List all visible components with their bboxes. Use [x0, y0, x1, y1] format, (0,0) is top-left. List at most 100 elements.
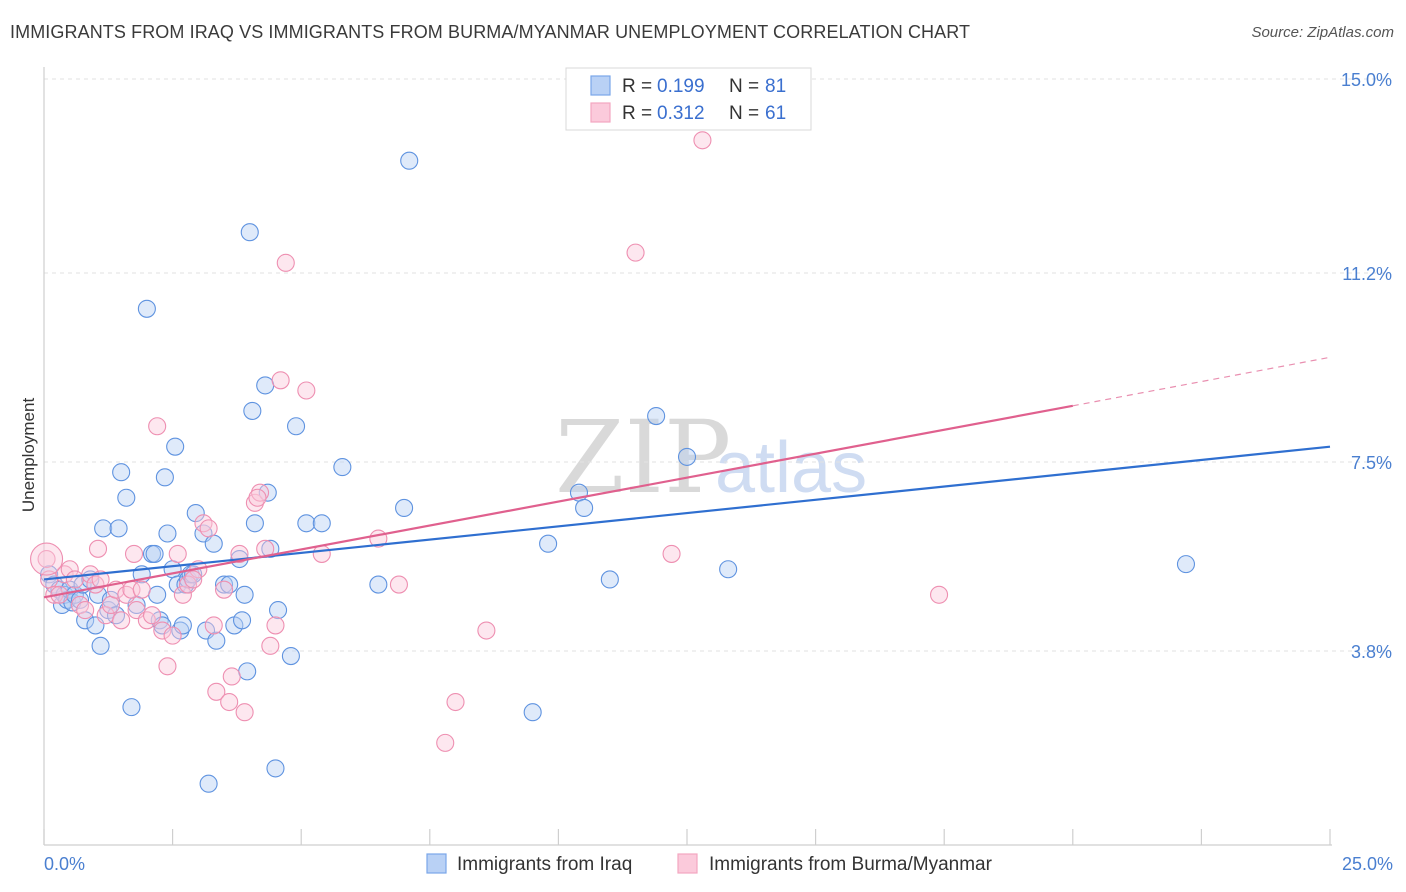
burma-point [76, 601, 95, 620]
legend-r-value-iraq: 0.199 [657, 76, 705, 97]
burma-point [446, 692, 465, 712]
burma-point [626, 243, 645, 262]
burma-point [142, 606, 162, 625]
y-tick-label: 15.0% [1341, 70, 1392, 90]
iraq-point [369, 575, 388, 594]
iraq-point [523, 703, 542, 722]
trend-line-burma-extension [1072, 356, 1331, 407]
burma-point [163, 626, 182, 645]
iraq-point [106, 606, 126, 625]
burma-point [178, 575, 198, 594]
burma-point [148, 417, 167, 436]
burma-point [124, 544, 144, 563]
iraq-point [400, 151, 419, 170]
legend-n-label-burma: N = [729, 103, 759, 124]
legend-n-value-burma: 61 [765, 103, 786, 124]
iraq-point [1176, 555, 1196, 574]
y-tick-label: 3.8% [1351, 642, 1392, 662]
bottom-legend-swatch-burma [677, 853, 698, 874]
iraq-point [575, 498, 594, 518]
burma-point [436, 733, 455, 752]
iraq-point [220, 575, 239, 594]
source-credit: Source: ZipAtlas.com [1251, 24, 1394, 41]
legend-n-label-iraq: N = [729, 76, 759, 97]
y-axis-label: Unemployment [19, 398, 38, 513]
burma-point [168, 544, 187, 563]
iraq-point [232, 611, 252, 630]
iraq-point [214, 575, 234, 594]
burma-point [158, 657, 177, 676]
legend-r-label-iraq: R = [622, 76, 652, 97]
iraq-point [158, 524, 177, 543]
burma-point [88, 539, 108, 558]
y-tick-label: 7.5% [1351, 453, 1392, 473]
burma-point [220, 692, 239, 712]
trend-line-burma [43, 404, 1074, 599]
burma-point [37, 549, 56, 569]
burma-point [194, 514, 213, 533]
burma-point [112, 611, 131, 630]
bottom-legend: Immigrants from Iraq Immigrants from Bur… [426, 853, 993, 875]
iraq-point [333, 458, 352, 477]
iraq-point [600, 570, 619, 589]
y-tick-labels: 3.8% 7.5% 11.2% 15.0% [1341, 70, 1392, 662]
iraq-point [166, 437, 185, 456]
burma-point [477, 621, 496, 640]
iraq-point [287, 417, 306, 436]
iraq-point [312, 514, 331, 533]
iraq-point [647, 406, 666, 426]
burma-point [65, 570, 84, 589]
iraq-point [281, 647, 300, 666]
burma-point [276, 253, 295, 272]
axes [43, 67, 1332, 846]
series-burma-points [30, 131, 949, 752]
burma-point [248, 488, 267, 507]
legend-swatch-burma [590, 102, 611, 123]
burma-point-large [30, 542, 64, 576]
iraq-point [238, 662, 257, 681]
burma-point [214, 580, 234, 599]
chart-title: IMMIGRANTS FROM IRAQ VS IMMIGRANTS FROM … [10, 22, 971, 42]
burma-point [389, 575, 408, 594]
burma-point [222, 667, 241, 686]
burma-point [173, 585, 192, 604]
burma-point [91, 570, 110, 589]
y-tick-label: 11.2% [1342, 264, 1392, 284]
iraq-point [145, 544, 164, 563]
burma-point [184, 570, 203, 589]
burma-point [662, 544, 681, 563]
burma-point [261, 636, 280, 655]
burma-point [297, 381, 316, 400]
iraq-point [245, 514, 264, 533]
iraq-point [207, 631, 226, 650]
iraq-point [91, 636, 110, 655]
burma-point [137, 611, 156, 630]
bottom-legend-label-iraq: Immigrants from Iraq [457, 854, 632, 875]
bottom-legend-label-burma: Immigrants from Burma/Myanmar [709, 854, 993, 875]
burma-point [132, 580, 151, 599]
burma-point [930, 585, 949, 604]
iraq-point [204, 534, 223, 553]
iraq-point [261, 539, 280, 558]
iraq-point [155, 468, 174, 487]
burma-point [693, 131, 712, 150]
iraq-point [258, 483, 277, 502]
x-tick-labels: 0.0% 25.0% [44, 854, 1393, 874]
iraq-point [109, 519, 128, 538]
iraq-point [112, 463, 131, 482]
iraq-point [148, 585, 167, 604]
iraq-point [539, 534, 558, 553]
burma-point [153, 621, 172, 640]
iraq-point [266, 759, 285, 778]
iraq-point [94, 519, 113, 538]
burma-point [235, 703, 254, 722]
iraq-point [395, 498, 414, 518]
burma-point [312, 544, 331, 563]
iraq-point [240, 223, 259, 242]
iraq-point [243, 401, 262, 420]
iraq-point [719, 560, 738, 579]
trend-lines [43, 356, 1331, 599]
iraq-point [186, 504, 205, 523]
legend-swatch-iraq [590, 75, 611, 96]
